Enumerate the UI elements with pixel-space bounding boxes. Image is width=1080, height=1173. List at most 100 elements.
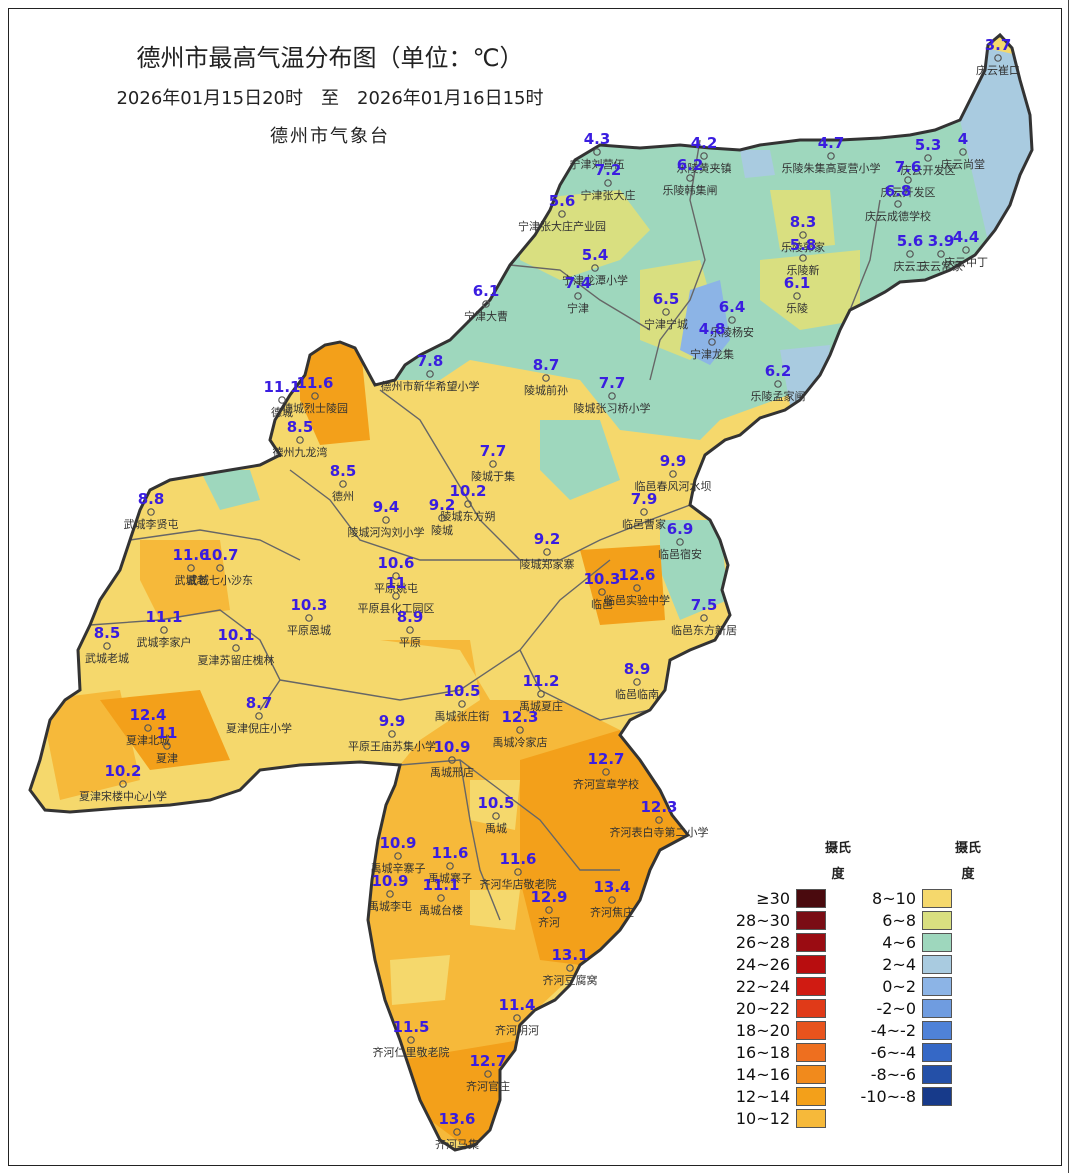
station-name: 临邑曹家 xyxy=(622,517,666,531)
station-name: 禹城辛寨子 xyxy=(371,861,426,875)
station-name: 齐河阴河 xyxy=(495,1023,539,1037)
station-name: 武城七小沙东 xyxy=(187,574,253,587)
station-name: 武城老城 xyxy=(85,652,129,665)
station-marker xyxy=(144,724,152,732)
legend-item: 16~18 xyxy=(700,1042,826,1062)
station-marker xyxy=(959,148,967,156)
station-name: 武城老 xyxy=(175,574,208,587)
zone-8-10-c xyxy=(390,955,450,1005)
zone-12-14-b xyxy=(580,545,665,625)
station-name: 乐陵新 xyxy=(787,263,820,277)
station-name: 乐陵韩集闸 xyxy=(663,183,718,197)
legend-item: 10~12 xyxy=(700,1108,826,1128)
station-value: 5.6 xyxy=(549,192,576,210)
zone-12-14-e xyxy=(100,690,230,770)
station-value: 6.8 xyxy=(885,182,912,200)
legend-label: 12~14 xyxy=(735,1086,790,1106)
station-value: 3.9 xyxy=(928,232,955,250)
station-marker xyxy=(386,890,394,898)
legend-item: -10~-8 xyxy=(826,1086,952,1106)
station-name: 平原 xyxy=(399,636,421,649)
station-value: 8.3 xyxy=(790,213,817,231)
station-name: 庆云成德学校 xyxy=(865,209,931,223)
legend-label: -8~-6 xyxy=(870,1064,916,1084)
legend-item: 22~24 xyxy=(700,976,826,996)
legend-swatch xyxy=(796,910,826,930)
station-value: 10.2 xyxy=(449,482,486,500)
station-name: 临邑宿安 xyxy=(658,547,702,561)
legend-item: -6~-4 xyxy=(826,1042,952,1062)
legend-swatch xyxy=(922,1042,952,1062)
station-value: 12.7 xyxy=(469,1052,506,1070)
legend-label: 0~2 xyxy=(882,976,916,996)
legend-item: ≥30 xyxy=(700,888,826,908)
station-marker xyxy=(598,588,606,596)
legend-swatch xyxy=(922,1064,952,1084)
station-marker xyxy=(655,816,663,824)
station-value: 8.8 xyxy=(138,490,165,508)
station-marker xyxy=(437,894,445,902)
station-value: 11.5 xyxy=(392,1018,429,1036)
station-marker xyxy=(255,712,263,720)
station-name: 齐河仁里敬老院 xyxy=(373,1045,450,1059)
station-value: 10.7 xyxy=(201,546,238,564)
station-value: 7.7 xyxy=(480,442,507,460)
station-value: 10.6 xyxy=(377,554,414,572)
station-name: 夏津北城 xyxy=(126,734,170,747)
station-name: 宁津刘营伍 xyxy=(570,157,625,171)
legend-item: 2~4 xyxy=(826,954,952,974)
station-value: 4.4 xyxy=(953,228,980,246)
zone-4-6-d xyxy=(660,520,728,620)
station-name: 齐河官庄 xyxy=(466,1079,510,1093)
zone-0-2 xyxy=(680,280,730,365)
zone-6-8-d xyxy=(770,190,835,250)
station-value: 7.6 xyxy=(895,158,922,176)
station-name: 德州九龙湾 xyxy=(273,445,328,459)
zone-8-10-a xyxy=(470,780,520,830)
station-value: 10.9 xyxy=(379,834,416,852)
station-value: 13.6 xyxy=(438,1110,475,1128)
station-name: 德州 xyxy=(332,489,354,503)
legend-label: -10~-8 xyxy=(860,1086,917,1106)
station-name: 禹城寨子 xyxy=(428,871,472,885)
station-marker xyxy=(558,210,566,218)
station-value: 6.4 xyxy=(719,298,746,316)
station-value: 10.9 xyxy=(433,738,470,756)
zone-12-14-d xyxy=(400,1040,520,1150)
legend-label: 24~26 xyxy=(735,954,790,974)
station-name: 齐河 xyxy=(538,915,560,929)
station-name: 宁津 xyxy=(567,301,589,315)
station-value: 7.2 xyxy=(595,161,622,179)
station-name: 庆云三 xyxy=(894,259,927,273)
legend-swatch xyxy=(796,1108,826,1128)
station-marker xyxy=(305,614,313,622)
station-name: 庆云开发区 xyxy=(901,163,956,177)
station-marker xyxy=(633,584,641,592)
station-value: 4 xyxy=(958,130,968,148)
station-value: 11 xyxy=(386,574,407,592)
station-name: 乐陵朱集高夏营小学 xyxy=(782,161,881,175)
station-value: 8.5 xyxy=(330,462,357,480)
legend-label: 10~12 xyxy=(735,1108,790,1128)
zone-8-10-b xyxy=(470,890,520,930)
station-name: 齐河华店敬老院 xyxy=(480,877,557,891)
station-name: 禹城邢店 xyxy=(430,765,474,779)
county-borders xyxy=(89,139,881,921)
station-marker xyxy=(453,1128,461,1136)
station-value: 7.9 xyxy=(631,490,658,508)
legend-swatch xyxy=(796,1064,826,1084)
station-name: 庆云崔口 xyxy=(976,63,1020,77)
station-name: 陵城东方朔 xyxy=(441,509,496,523)
station-name: 临邑实验中学 xyxy=(604,593,670,607)
station-name: 庆云中丁 xyxy=(944,255,988,269)
map-title: 德州市最高气温分布图（单位：℃） xyxy=(136,44,524,72)
station-marker xyxy=(700,152,708,160)
station-value: 6.1 xyxy=(784,274,811,292)
legend-label: 14~16 xyxy=(735,1064,790,1084)
station-marker xyxy=(894,200,902,208)
station-value: 10.9 xyxy=(371,872,408,890)
station-marker xyxy=(608,896,616,904)
station-layer: 3.7庆云崔口4.3宁津刘营伍7.2宁津张大庄4.2乐陵黄夹镇6.2乐陵韩集闸4… xyxy=(79,36,1020,1151)
right-border-line xyxy=(1068,0,1069,1173)
